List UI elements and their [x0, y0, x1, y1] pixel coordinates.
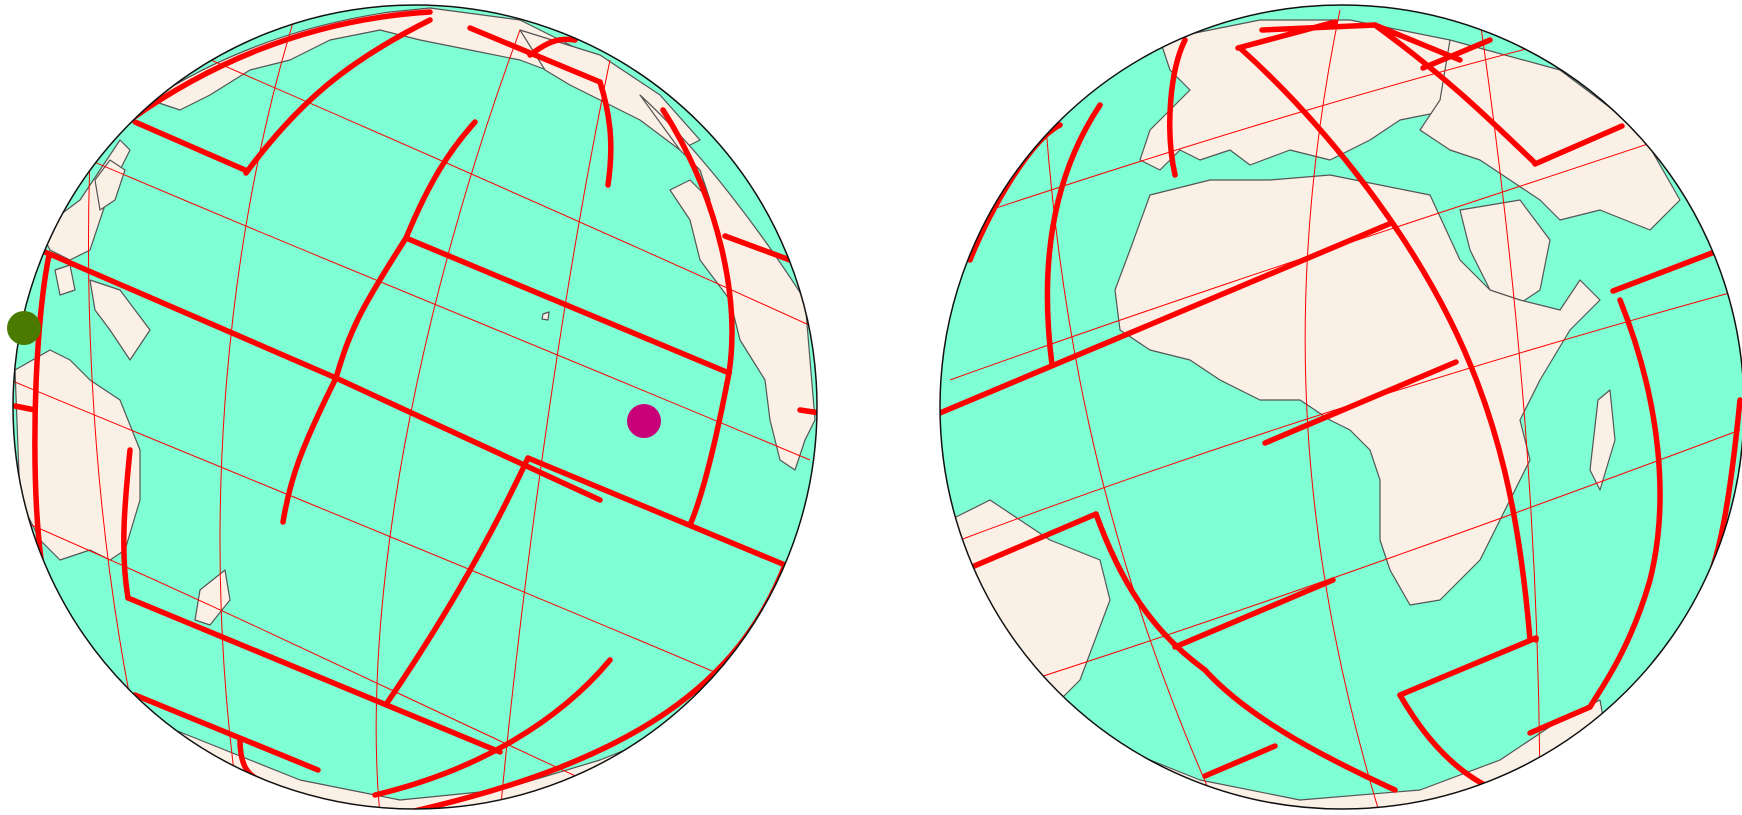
globe-pacific: [7, 4, 818, 810]
alaska-land: [519, 29, 701, 151]
green-marker[interactable]: [7, 311, 41, 345]
globe-rim: [939, 4, 1742, 810]
japan-land: [94, 159, 126, 211]
new-zealand-land: [194, 569, 231, 626]
globe-rim: [12, 4, 818, 810]
grid-zone-lines: [13, 9, 817, 809]
africa-land: [1114, 174, 1601, 606]
new-guinea-land: [89, 279, 151, 361]
globe-atlantic: [939, 4, 1742, 810]
philippines-land: [54, 264, 76, 296]
arabia-land: [1459, 199, 1551, 311]
madagascar-land: [1589, 389, 1616, 491]
australia-land: [14, 349, 141, 561]
hawaii-land: [541, 311, 550, 321]
magenta-marker[interactable]: [627, 404, 661, 438]
